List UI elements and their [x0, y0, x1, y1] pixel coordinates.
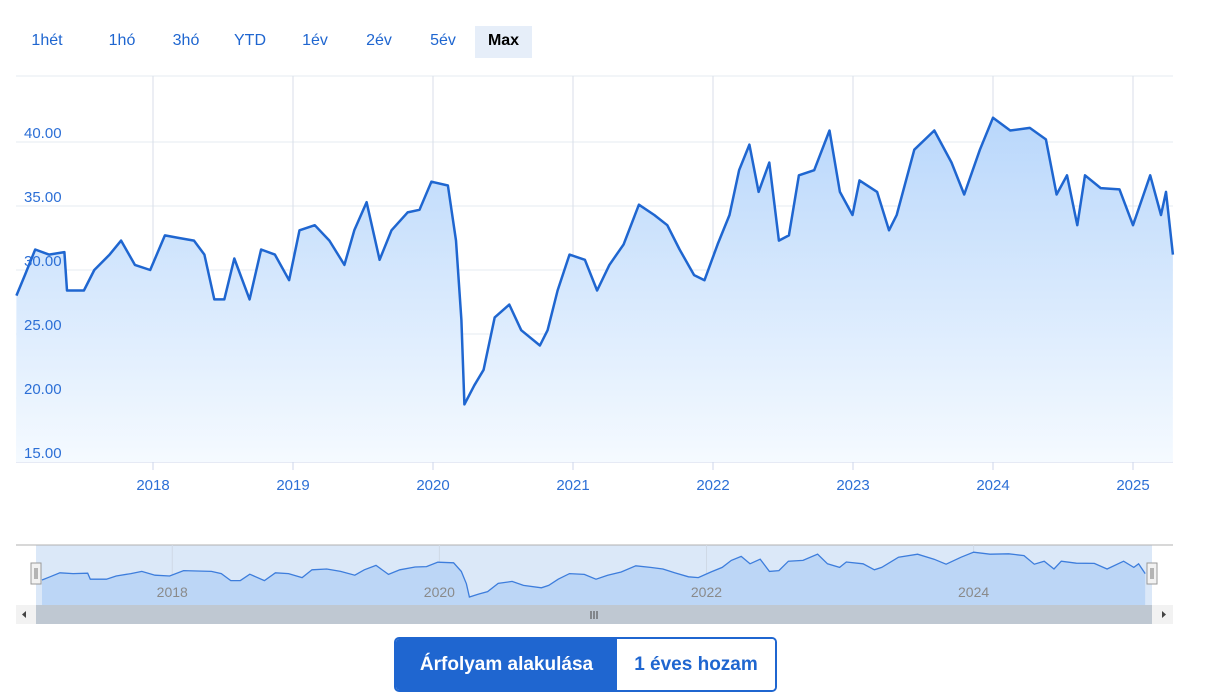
scroll-left-arrow-icon[interactable] [22, 611, 26, 618]
annual-return-button[interactable]: 1 éves hozam [617, 639, 775, 690]
range-button-4[interactable]: 1év [302, 32, 328, 49]
range-button-3[interactable]: YTD [234, 32, 266, 49]
range-button-1[interactable]: 1hó [108, 32, 136, 49]
range-button-5[interactable]: 2év [366, 32, 392, 49]
chart-mode-toggle: Árfolyam alakulása 1 éves hozam [394, 637, 777, 692]
x-tick-label: 2021 [556, 477, 589, 494]
navigator-tick-label: 2020 [424, 584, 455, 600]
navigator-tick-label: 2018 [157, 584, 188, 600]
navigator-line [41, 551, 1146, 598]
x-tick-label: 2025 [1116, 477, 1149, 494]
x-tick-label: 2018 [136, 477, 169, 494]
scrollbar-grip-icon [590, 611, 598, 619]
price-area [16, 117, 1173, 462]
x-tick-label: 2024 [976, 477, 1009, 494]
price-chart: 15.00 20.00 25.00 30.00 35.00 40.00 2018 2019 20… [15, 75, 1175, 494]
price-trend-button[interactable]: Árfolyam alakulása [396, 639, 617, 690]
navigator-tick-label: 2022 [691, 584, 722, 600]
navigator-tick-label: 2024 [958, 584, 989, 600]
navigator-handle-right[interactable] [1146, 562, 1158, 585]
y-tick-label: 30.00 [24, 253, 62, 270]
navigator-handle-left[interactable] [30, 562, 42, 585]
range-button-7[interactable]: Max [475, 26, 532, 58]
x-tick-label: 2023 [836, 477, 869, 494]
x-tick-label: 2020 [416, 477, 449, 494]
y-tick-label: 40.00 [24, 125, 62, 142]
y-tick-label: 25.00 [24, 317, 62, 334]
price-line [15, 116, 1175, 406]
scroll-right-arrow-icon[interactable] [1162, 611, 1166, 618]
range-button-0[interactable]: 1hét [31, 32, 63, 49]
y-tick-label: 20.00 [24, 381, 62, 398]
x-tick-label: 2019 [276, 477, 309, 494]
y-tick-label: 15.00 [24, 445, 62, 462]
y-tick-label: 35.00 [24, 189, 62, 206]
range-button-6[interactable]: 5év [430, 32, 456, 49]
x-tick-label: 2022 [696, 477, 729, 494]
range-button-2[interactable]: 3hó [172, 32, 200, 49]
